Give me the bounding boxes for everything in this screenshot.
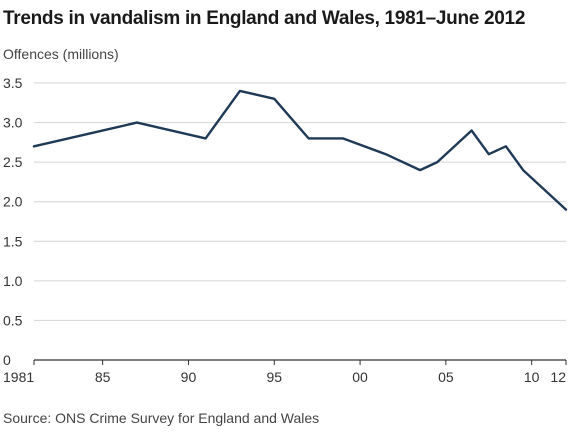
y-tick-label: 2.5 [3,154,23,170]
source-note: Source: ONS Crime Survey for England and… [3,410,320,426]
grid-lines [34,82,566,361]
x-tick-label: 95 [266,369,282,385]
x-tick-labels: 1981 85 90 95 00 05 10 12 [3,360,567,385]
x-tick-label: 1981 [3,369,34,385]
x-tick-label: 00 [352,369,368,385]
y-tick-label: 3.5 [3,75,23,91]
x-tick-label: 85 [95,369,111,385]
y-axis-label: Offences (millions) [3,46,119,62]
series-line [32,89,568,211]
y-tick-label: 2.0 [3,194,23,210]
chart-title: Trends in vandalism in England and Wales… [3,8,526,29]
y-tick-labels: 0 0.5 1.0 1.5 2.0 2.5 3.0 3.5 [3,75,23,368]
x-tick-label: 90 [181,369,197,385]
x-tick-label: 10 [524,369,540,385]
y-tick-label: 0 [3,352,11,368]
x-tick-label: 05 [438,369,454,385]
x-tick-label: 12 [550,369,566,385]
y-tick-label: 1.0 [3,273,23,289]
y-tick-label: 3.0 [3,115,23,131]
y-tick-label: 0.5 [3,312,23,328]
series-lines [32,89,568,211]
y-tick-label: 1.5 [3,233,23,249]
